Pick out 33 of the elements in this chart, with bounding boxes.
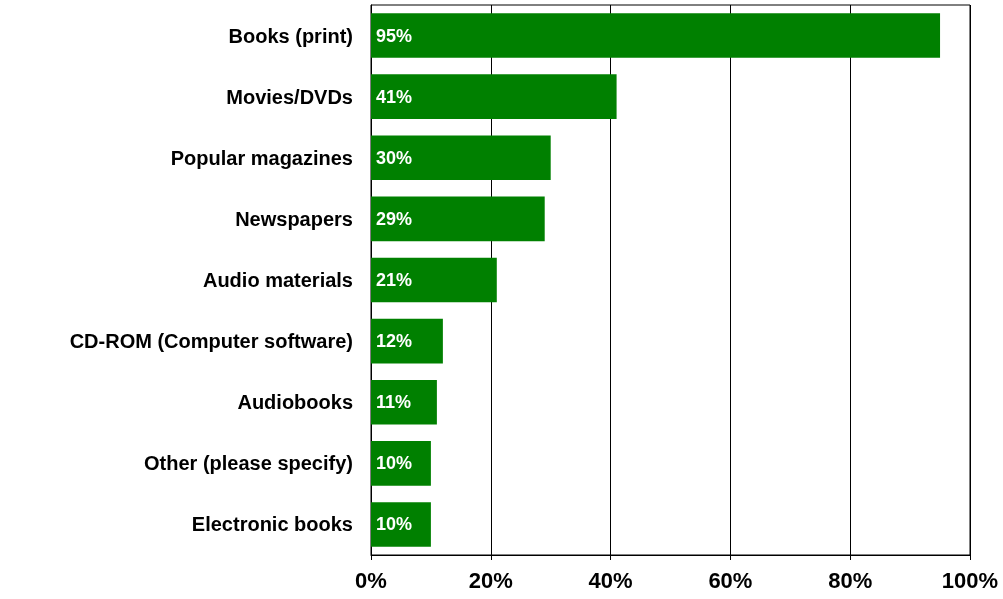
data-label: 21%: [376, 270, 413, 290]
bar: [371, 441, 431, 486]
data-label: 30%: [376, 147, 413, 168]
y-tick-label: Books (print): [228, 24, 353, 47]
data-label: 10%: [376, 514, 413, 535]
y-tick-label: CD-ROM (Computer software): [69, 330, 353, 353]
bar: [371, 257, 497, 303]
x-tick-label: 20%: [468, 567, 513, 593]
bar: [371, 196, 545, 242]
data-label: 11%: [376, 392, 412, 413]
y-tick-label: Popular magazines: [170, 146, 353, 169]
data-label: 12%: [376, 331, 413, 352]
y-tick-label: Other (please specify): [144, 452, 353, 475]
bar: [371, 74, 617, 119]
data-label: 10%: [376, 453, 413, 474]
x-tick-label: 60%: [708, 567, 753, 593]
y-tick-label: Audiobooks: [237, 391, 353, 414]
y-tick-label: Newspapers: [235, 207, 353, 230]
x-tick-label: 0%: [355, 567, 387, 593]
bar: [371, 318, 443, 364]
x-tick-label: 100%: [941, 567, 999, 593]
data-label: 95%: [376, 25, 413, 46]
bar: [371, 379, 437, 425]
y-tick-label: Audio materials: [202, 269, 353, 291]
data-label: 29%: [376, 208, 413, 229]
bar: [371, 135, 551, 181]
bar: [371, 13, 941, 58]
y-tick-label: Electronic books: [191, 513, 353, 536]
bar: [371, 502, 431, 547]
x-tick-label: 80%: [828, 567, 873, 593]
y-tick-label: Movies/DVDs: [226, 85, 353, 108]
data-label: 41%: [376, 86, 413, 107]
x-tick-label: 40%: [588, 567, 633, 593]
